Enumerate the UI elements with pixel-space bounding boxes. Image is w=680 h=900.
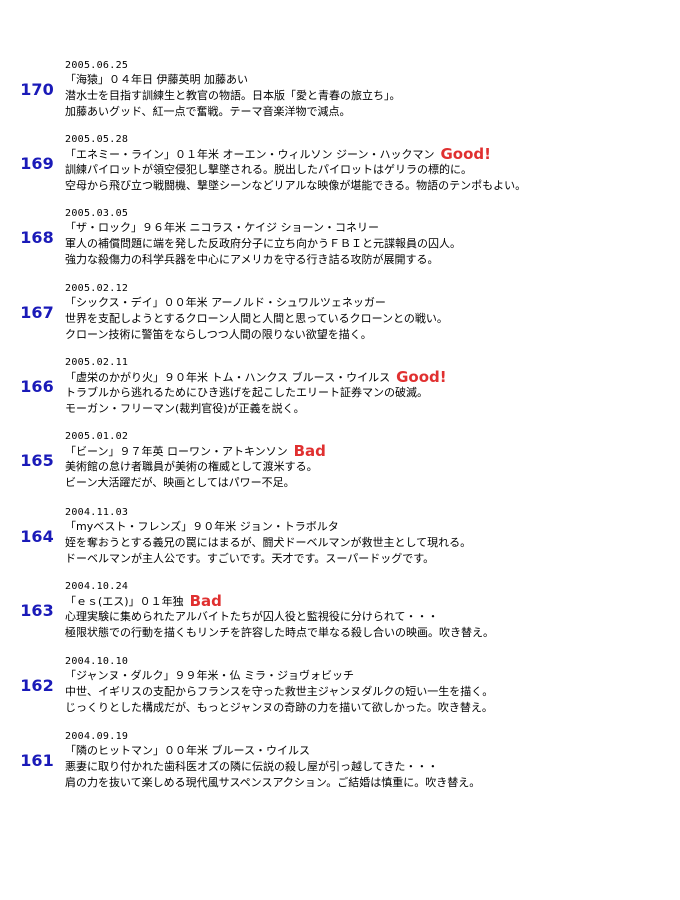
list-item: 169 2005.05.28 「エネミー・ライン」０１年米 オーエン・ウィルソン ジ…: [0, 134, 680, 210]
entry-title: 「隣のヒットマン」００年米 ブルース・ウイルス: [65, 744, 310, 757]
entry-description-line-1: 心理実験に集められたアルバイトたちが囚人役と監視役に分けられて・・・: [65, 610, 439, 623]
entry-date: 2005.06.25: [65, 60, 129, 71]
entry-title-line: 「隣のヒットマン」００年米 ブルース・ウイルス: [65, 743, 310, 759]
list-item: 164 2004.11.03 「myベスト・フレンズ」９０年米 ジョン・トラボルタ姪…: [0, 507, 680, 583]
entry-description-line-2: 空母から飛び立つ戦闘機、撃墜シーンなどリアルな映像が堪能できる。物語のテンポもよ…: [65, 179, 527, 192]
entry-title-line: 「myベスト・フレンズ」９０年米 ジョン・トラボルタ: [65, 519, 339, 535]
entry-description-line-2: じっくりとした構成だが、もっとジャンヌの奇跡の力を描いて欲しかった。吹き替え。: [65, 701, 493, 714]
rating-badge: Bad: [293, 442, 326, 460]
list-item: 166 2005.02.11 「虚栄のかがり火」９０年米 トム・ハンクス ブルース・…: [0, 357, 680, 433]
list-item: 161 2004.09.19 「隣のヒットマン」００年米 ブルース・ウイルス悪妻に取…: [0, 731, 680, 807]
entry-title-line: 「虚栄のかがり火」９０年米 トム・ハンクス ブルース・ウイルス Good!: [65, 369, 447, 386]
entry-number: 165: [20, 451, 54, 470]
entry-description-line-2: 極限状態での行動を描くもリンチを許容した時点で単なる殺し合いの映画。吹き替え。: [65, 626, 494, 639]
entry-title-line: 「ジャンヌ・ダルク」９９年米・仏 ミラ・ジョヴォビッチ: [65, 668, 354, 684]
entry-number: 161: [20, 751, 54, 770]
entry-title: 「海猿」０４年日 伊藤英明 加藤あい: [65, 73, 248, 86]
entry-description-line-1: 世界を支配しようとするクローン人間と人間と思っているクローンとの戦い。: [65, 312, 448, 325]
entry-number: 167: [20, 303, 54, 322]
entry-number: 168: [20, 228, 54, 247]
entry-number: 169: [20, 154, 54, 173]
entry-date: 2005.02.12: [65, 283, 129, 294]
list-item: 165 2005.01.02 「ビーン」９７年英 ローワン・アトキンソン Bad 美術館…: [0, 431, 680, 507]
list-item: 162 2004.10.10 「ジャンヌ・ダルク」９９年米・仏 ミラ・ジョヴォビッチ…: [0, 656, 680, 732]
entry-title-line: 「エネミー・ライン」０１年米 オーエン・ウィルソン ジーン・ハックマン Good!: [65, 146, 491, 163]
entry-date: 2005.05.28: [65, 134, 129, 145]
entry-description-line-1: 中世、イギリスの支配からフランスを守った救世主ジャンヌダルクの短い一生を描く。: [65, 685, 494, 698]
entry-date: 2005.02.11: [65, 357, 129, 368]
entry-title-line: 「シックス・デイ」００年米 アーノルド・シュワルツェネッガー: [65, 295, 386, 311]
entry-date: 2005.01.02: [65, 431, 129, 442]
entry-description-line-2: ビーン大活躍だが、映画としてはパワー不足。: [65, 476, 295, 489]
entry-title: 「ビーン」９７年英 ローワン・アトキンソン: [65, 445, 288, 458]
entry-title: 「ｅｓ(エス)」０１年独: [65, 595, 184, 608]
entry-number: 170: [20, 80, 54, 99]
entry-title-line: 「海猿」０４年日 伊藤英明 加藤あい: [65, 72, 248, 88]
entry-description-line-1: 訓練パイロットが領空侵犯し撃墜される。脱出したパイロットはゲリラの標的に。: [65, 163, 472, 176]
rating-badge: Bad: [189, 592, 222, 610]
entry-title-line: 「ビーン」９７年英 ローワン・アトキンソン Bad: [65, 443, 326, 460]
entry-date: 2004.10.24: [65, 581, 129, 592]
entry-title-line: 「ｅｓ(エス)」０１年独 Bad: [65, 593, 222, 610]
entry-number: 166: [20, 377, 54, 396]
entry-description-line-1: 美術館の怠け者職員が美術の権威として渡米する。: [65, 460, 318, 473]
entry-description-line-1: トラブルから逃れるためにひき逃げを起こしたエリート証券マンの破滅。: [65, 386, 428, 399]
entry-title: 「シックス・デイ」００年米 アーノルド・シュワルツェネッガー: [65, 296, 386, 309]
list-item: 168 2005.03.05 「ザ・ロック」９６年米 ニコラス・ケイジ ショーン・コ…: [0, 208, 680, 284]
entry-date: 2004.09.19: [65, 731, 129, 742]
entry-title: 「myベスト・フレンズ」９０年米 ジョン・トラボルタ: [65, 520, 339, 533]
entry-description-line-2: 肩の力を抜いて楽しめる現代風サスペンスアクション。ご結婚は慎重に。吹き替え。: [65, 776, 481, 789]
entry-title-line: 「ザ・ロック」９６年米 ニコラス・ケイジ ショーン・コネリー: [65, 220, 379, 236]
list-item: 170 2005.06.25 「海猿」０４年日 伊藤英明 加藤あい潜水士を目指す訓練…: [0, 60, 680, 136]
entry-title: 「ジャンヌ・ダルク」９９年米・仏 ミラ・ジョヴォビッチ: [65, 669, 354, 682]
entry-number: 164: [20, 527, 54, 546]
entry-description-line-1: 悪妻に取り付かれた歯科医オズの隣に伝説の殺し屋が引っ越してきた・・・: [65, 760, 439, 773]
list-item: 167 2005.02.12 「シックス・デイ」００年米 アーノルド・シュワルツェネ…: [0, 283, 680, 359]
entry-title: 「ザ・ロック」９６年米 ニコラス・ケイジ ショーン・コネリー: [65, 221, 380, 234]
entry-number: 163: [20, 601, 54, 620]
entry-date: 2004.11.03: [65, 507, 129, 518]
entry-description-line-2: 加藤あいグッド、紅一点で奮戦。テーマ音楽洋物で減点。: [65, 105, 351, 118]
list-item: 163 2004.10.24 「ｅｓ(エス)」０１年独 Bad 心理実験に集められたアル…: [0, 581, 680, 657]
entry-description-line-1: 潜水士を目指す訓練生と教官の物語。日本版「愛と青春の旅立ち」。: [65, 89, 401, 102]
entry-date: 2004.10.10: [65, 656, 129, 667]
entry-description-line-2: ドーベルマンが主人公です。すごいです。天才です。スーパードッグです。: [65, 552, 435, 565]
entry-title: 「虚栄のかがり火」９０年米 トム・ハンクス ブルース・ウイルス: [65, 371, 391, 384]
entry-title: 「エネミー・ライン」０１年米 オーエン・ウィルソン ジーン・ハックマン: [65, 148, 435, 161]
rating-badge: Good!: [440, 145, 491, 163]
entry-description-line-2: クローン技術に警笛をならしつつ人間の限りない欲望を描く。: [65, 328, 372, 341]
entry-description-line-1: 軍人の補償問題に端を発した反政府分子に立ち向かうＦＢＩと元諜報員の囚人。: [65, 237, 461, 250]
entry-description-line-1: 姪を奪おうとする義兄の罠にはまるが、闘犬ドーベルマンが救世主として現れる。: [65, 536, 472, 549]
entry-description-line-2: 強力な殺傷力の科学兵器を中心にアメリカを守る行き詰る攻防が展開する。: [65, 253, 439, 266]
entry-date: 2005.03.05: [65, 208, 129, 219]
entry-description-line-2: モーガン・フリーマン(裁判官役)が正義を説く。: [65, 402, 305, 415]
rating-badge: Good!: [396, 368, 447, 386]
entry-number: 162: [20, 676, 54, 695]
